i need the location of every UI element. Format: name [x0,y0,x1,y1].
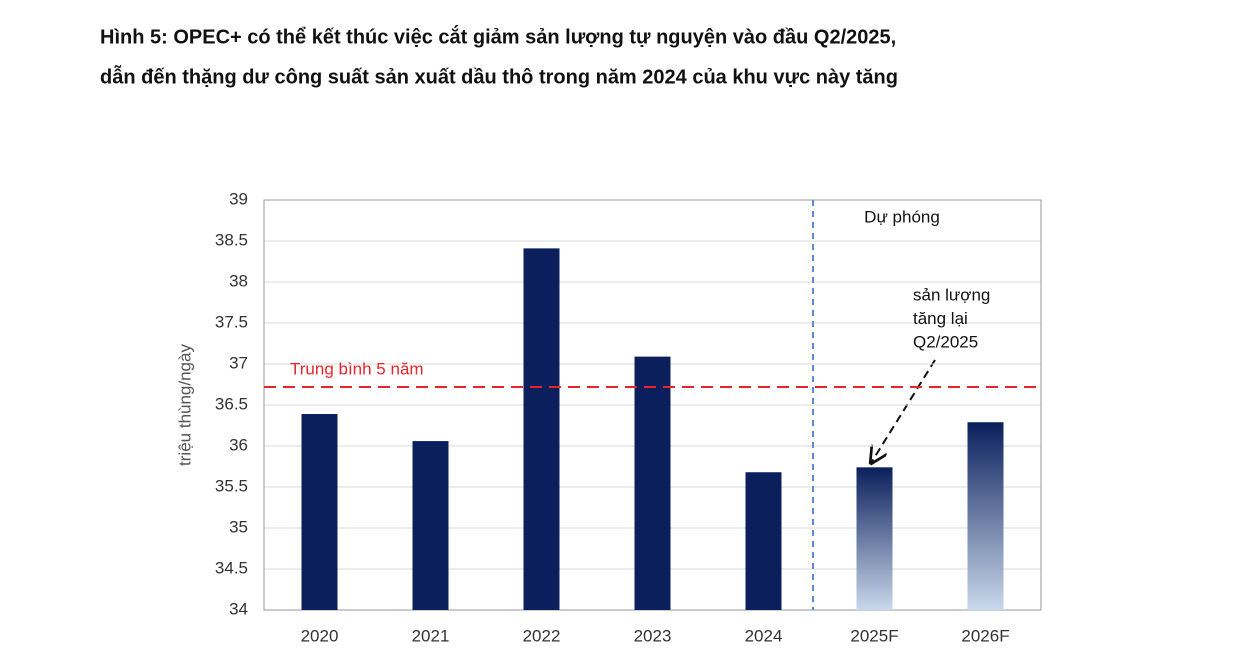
y-tick-label: 35 [229,517,248,536]
reference-label: Trung bình 5 năm [290,359,424,378]
bar [412,441,449,610]
bar [301,414,338,610]
bar [523,248,560,610]
bar [856,467,893,610]
bar [745,472,782,610]
y-tick-label: 38.5 [215,230,248,249]
y-tick-label: 36 [229,435,248,454]
annotation-arrow [871,359,936,463]
x-tick-label: 2025F [850,626,898,645]
annotation: Q2/2025 [913,332,978,351]
y-tick-label: 37.5 [215,312,248,331]
x-tick-label: 2026F [961,626,1009,645]
y-tick-label: 39 [229,189,248,208]
chart-title: dẫn đến thặng dư công suất sản xuất dầu … [100,64,898,88]
y-tick-label: 34.5 [215,558,248,577]
forecast-label: Dự phóng [864,207,940,226]
bar [634,356,671,610]
y-tick-label: 36.5 [215,394,248,413]
annotation: tăng lại [913,309,968,328]
x-tick-label: 2022 [523,626,561,645]
y-tick-label: 37 [229,353,248,372]
x-tick-label: 2021 [412,626,450,645]
y-tick-label: 34 [229,599,248,618]
y-tick-label: 35.5 [215,476,248,495]
y-tick-label: 38 [229,271,248,290]
x-tick-label: 2020 [301,626,339,645]
chart-title: Hình 5: OPEC+ có thể kết thúc việc cắt g… [100,24,896,48]
x-tick-label: 2024 [745,626,783,645]
annotation: sản lượng [913,285,990,304]
bar [967,422,1004,610]
y-axis-label: triệu thùng/ngày [175,344,194,466]
x-tick-label: 2023 [634,626,672,645]
